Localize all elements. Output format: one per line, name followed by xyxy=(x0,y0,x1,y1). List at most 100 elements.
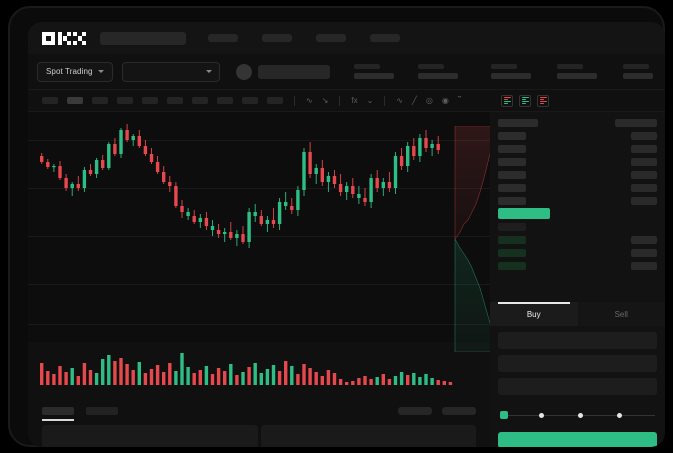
volume-series xyxy=(40,353,453,385)
price-chart[interactable] xyxy=(28,112,490,385)
submit-order-button[interactable] xyxy=(498,432,657,447)
orderbook-layout-bids-icon[interactable] xyxy=(519,94,531,107)
bid-qty xyxy=(631,261,657,270)
orderbook-header-row xyxy=(498,116,657,129)
chevron-down-icon[interactable]: ⌄ xyxy=(366,95,374,105)
indicators-icon[interactable]: fx xyxy=(351,95,358,105)
timeframe-button-9[interactable] xyxy=(242,97,258,104)
wave-icon[interactable]: ∿ xyxy=(396,95,404,105)
bottom-panels xyxy=(28,425,490,447)
pair-name-label xyxy=(257,64,330,79)
fullscreen-icon[interactable]: ⎴ xyxy=(457,95,462,105)
candlestick-series xyxy=(40,124,440,248)
timeframe-button-8[interactable] xyxy=(217,97,233,104)
orderbook[interactable] xyxy=(490,112,665,302)
timeframe-button-1[interactable] xyxy=(42,97,58,104)
trend-line-icon[interactable]: ↘ xyxy=(321,95,329,105)
orderbook-ask-row[interactable] xyxy=(498,142,657,155)
ruler-icon[interactable]: ╱ xyxy=(412,95,417,105)
orderbook-col-qty xyxy=(615,118,657,127)
orderbook-ask-row[interactable] xyxy=(498,168,657,181)
market-type-button[interactable]: Spot Trading xyxy=(37,61,113,82)
timeframe-button-5[interactable] xyxy=(142,97,158,104)
bottom-action-1[interactable] xyxy=(398,407,432,415)
tab-buy[interactable]: Buy xyxy=(490,302,578,326)
pair-bar: Spot Trading xyxy=(28,54,665,90)
ask-price xyxy=(498,183,526,192)
nav-item-2[interactable] xyxy=(262,34,292,42)
tab-buy-label: Buy xyxy=(526,309,541,319)
timeframe-button-2[interactable] xyxy=(67,97,83,104)
timeframe-button-10[interactable] xyxy=(267,97,283,104)
ask-price xyxy=(498,196,526,205)
stat-value xyxy=(623,73,653,79)
slider-stop-25[interactable] xyxy=(539,412,544,418)
logo-letter-k-icon xyxy=(57,31,71,45)
orderbook-layout-asks-icon[interactable] xyxy=(537,94,549,107)
line-chart-icon[interactable]: ∿ xyxy=(306,95,313,105)
chevron-down-icon xyxy=(205,70,212,73)
orderbook-ask-row[interactable] xyxy=(498,181,657,194)
settings-icon[interactable]: ◉ xyxy=(441,95,449,105)
logo-letter-x-icon xyxy=(73,31,86,45)
buy-sell-tabs: Buy Sell xyxy=(490,302,665,326)
app-header xyxy=(28,22,665,54)
timeframe-button-4[interactable] xyxy=(117,97,133,104)
slider-stop-75[interactable] xyxy=(617,412,622,418)
ticker-stats-right xyxy=(491,64,653,79)
bid-price xyxy=(498,261,526,270)
price-field[interactable] xyxy=(498,332,657,349)
order-form xyxy=(490,326,665,407)
okx-logo[interactable] xyxy=(42,31,86,45)
tab-sell[interactable]: Sell xyxy=(577,302,665,326)
camera-icon[interactable]: ◎ xyxy=(425,95,433,105)
orderbook-col-price xyxy=(498,118,538,127)
orderbook-layout-both-icon[interactable] xyxy=(501,94,513,107)
bottom-tab-2[interactable] xyxy=(86,407,118,415)
stat-block-2 xyxy=(417,64,458,79)
timeframe-button-7[interactable] xyxy=(192,97,208,104)
slider-handle[interactable] xyxy=(500,411,508,419)
ticker-stats xyxy=(353,64,458,79)
bottom-tab-bar xyxy=(28,400,490,422)
nav-item-4[interactable] xyxy=(370,34,400,42)
ask-price xyxy=(498,170,526,179)
orderbook-bid-row[interactable] xyxy=(498,233,657,246)
total-field[interactable] xyxy=(498,378,657,395)
timeframe-button-3[interactable] xyxy=(92,97,108,104)
toolbar-divider xyxy=(339,95,341,106)
amount-slider[interactable] xyxy=(498,409,657,421)
bottom-tab-1[interactable] xyxy=(42,407,74,421)
bottom-panel-left[interactable] xyxy=(42,425,258,447)
ask-qty xyxy=(631,144,657,153)
orderbook-ask-row[interactable] xyxy=(498,155,657,168)
nav-item-3[interactable] xyxy=(316,34,346,42)
stat-label xyxy=(353,64,380,69)
device-bezel: Spot Trading xyxy=(8,6,665,447)
amount-field[interactable] xyxy=(498,355,657,372)
pair-select[interactable] xyxy=(121,61,220,82)
orderbook-bid-row[interactable] xyxy=(498,259,657,272)
timeframe-button-6[interactable] xyxy=(167,97,183,104)
bottom-action-2[interactable] xyxy=(442,407,476,415)
bid-qty xyxy=(631,235,657,244)
orderbook-bid-row[interactable] xyxy=(498,246,657,259)
header-nav xyxy=(208,34,400,42)
ask-price xyxy=(498,157,526,166)
last-price-highlight xyxy=(498,208,550,219)
gridline xyxy=(28,284,490,285)
orderbook-ask-row[interactable] xyxy=(498,194,657,207)
ask-qty xyxy=(631,131,657,140)
search-input[interactable] xyxy=(100,31,186,45)
orderbook-ask-row[interactable] xyxy=(498,129,657,142)
orderbook-toolbar xyxy=(490,90,665,112)
stat-block-4 xyxy=(557,64,597,79)
slider-stop-50[interactable] xyxy=(578,412,583,418)
right-column: Buy Sell xyxy=(490,112,665,447)
coin-avatar xyxy=(235,63,252,80)
nav-item-1[interactable] xyxy=(208,34,238,42)
bottom-panel-right[interactable] xyxy=(260,425,476,447)
toolbar-divider xyxy=(384,95,386,106)
orderbook-bid-row[interactable] xyxy=(498,220,657,233)
ask-qty xyxy=(631,183,657,192)
